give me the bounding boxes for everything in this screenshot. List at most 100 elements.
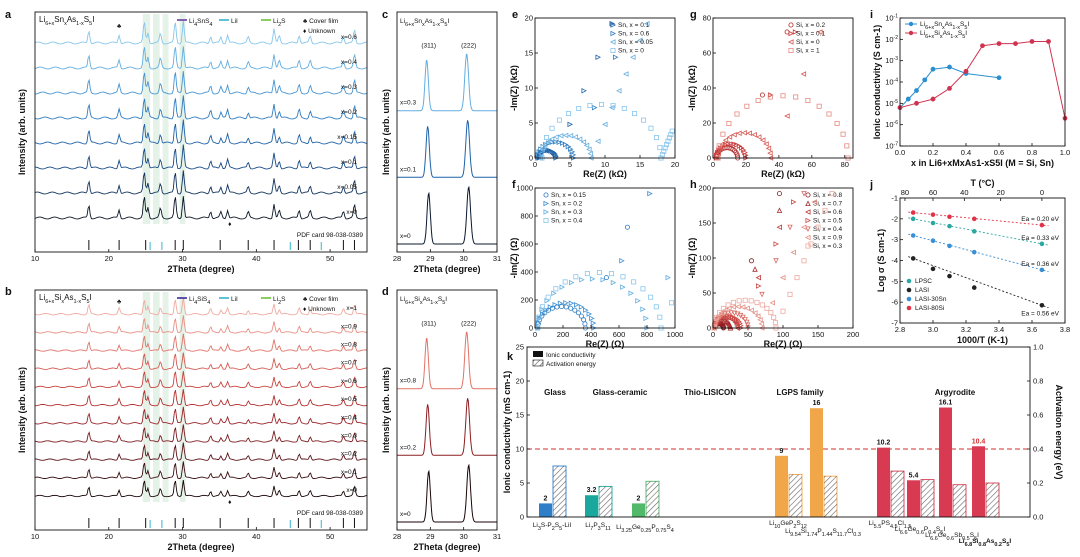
eis-point [548,136,555,142]
zoom-trace-x=0.8 [397,331,497,390]
eis-point [751,131,757,138]
eis-point [792,29,799,35]
peak-label: (311) [421,42,436,49]
panel-letter-f: f [512,179,516,191]
phase-band [162,292,169,502]
plot-frame [34,11,368,253]
eis-point [716,145,723,152]
eis-ytick-label: 15 [525,49,533,58]
xrd-trace-x=0.8 [35,333,368,352]
eis-ytick-label: 0 [707,324,711,333]
legend-label: LiI [231,18,238,25]
bar-conductivity [775,455,788,517]
eis-point [791,199,797,205]
j-ytick-label: -6 [891,298,898,307]
eis-point [595,54,601,60]
eis-point [776,207,783,213]
eis-point [811,199,817,205]
panel-title: Li6+xSixAs1-xS5I [39,293,92,305]
i-ytick-label: 10-2 [885,35,898,44]
eis-point [551,290,557,296]
legend-label: LPSC [915,278,932,285]
zoom-trace-x=0.1 [397,120,497,178]
zoom-xtick-label: 29 [426,254,434,263]
data-point [1039,222,1045,228]
series-label: x=0.2 [400,444,416,451]
series-label: x=0.05 [337,184,357,191]
x-axis-title: Re(Z) (Ω) [764,339,803,349]
legend-cover-film: ♣ Cover film [303,18,338,25]
eis-point [662,145,668,151]
peak-label: (222) [461,320,476,327]
bar-activation [986,483,999,517]
eis-point [720,131,726,137]
panel-letter-d: d [382,286,389,298]
bar-activation [953,484,966,517]
panel-b-xrd-si: x=0 x=0.1 x=0.2 x=0.3 x=0.4 x=0.5 x=0.6 x=0.7 x=… [17,289,368,552]
y-axis-title: -Im(Z) (Ω) [509,238,519,279]
xrd-xtick-label: 40 [252,254,260,263]
xrd-xtick-label: 10 [31,254,39,263]
j-ytick-label: -2 [891,214,898,223]
eis-point [748,307,754,313]
data-point [947,243,952,249]
eis-point [664,142,670,148]
eis-point [726,134,733,140]
eis-point [784,113,790,119]
eis-xtick-label: 5 [568,160,572,169]
eis-point [623,71,629,77]
category-label: Li6.6Ge0.6Sb0.5S5I [925,532,979,542]
series-label: x=0.4 [341,59,357,66]
eis-point [576,136,583,142]
legend-marker [788,39,794,45]
eis-xtick-label: 20 [671,160,679,169]
legend-marker [805,200,811,207]
series-label: x=0.4 [341,414,357,421]
y-axis-title: Intensity (arb. units) [17,367,27,453]
xrd-trace-x=0.6 [34,20,368,45]
data-point [971,249,977,255]
eis-point [794,275,800,281]
eis-point [581,88,587,94]
y-axis-title: Ionic conductivity (S cm-1) [872,25,882,140]
eis-point [756,283,762,289]
eis-point [773,241,779,247]
k-ytick-label: 15 [516,411,524,420]
eis-point [742,317,748,323]
xrd-xtick-label: 50 [326,532,334,541]
data-point [930,96,936,102]
eis-point [640,306,646,312]
eis-point [759,137,766,143]
eis-point [748,298,754,304]
series-label: x=0.7 [341,360,357,367]
data-point [947,273,952,279]
panel-f-eis: Sn, x = 0.15 Sn, x = 0.2Sn, x = 0.3 Sn, x … [509,184,683,350]
data-point [947,64,952,70]
legend-label: Si, x = 0.2 [796,22,825,29]
eis-point [582,321,588,327]
phase-band [179,14,186,224]
eis-point [817,29,823,35]
eis-point [596,270,602,276]
plot-frame [34,289,368,531]
eis-point [755,274,761,281]
xrd-trace-x=0.3 [34,424,368,443]
legend-label: Li4SnS4 [189,18,212,28]
eis-point [844,143,850,149]
eis-point [666,135,672,141]
panel-letter-e: e [512,9,518,21]
eis-ytick-label: 20 [525,14,533,23]
j-xtick-label: 3.2 [961,325,971,334]
legend-marker [805,234,811,241]
plot-frame [396,11,498,253]
eis-point [665,274,671,281]
legend-marker [906,305,912,311]
bar-activation [891,471,904,517]
eis-point [744,305,750,311]
eis-point [725,141,732,147]
eis-point [801,258,807,264]
xrd-xtick-label: 40 [252,532,260,541]
y-axis-title: -Im(Z) (Ω) [687,238,697,279]
eis-xtick-label: 15 [636,160,644,169]
